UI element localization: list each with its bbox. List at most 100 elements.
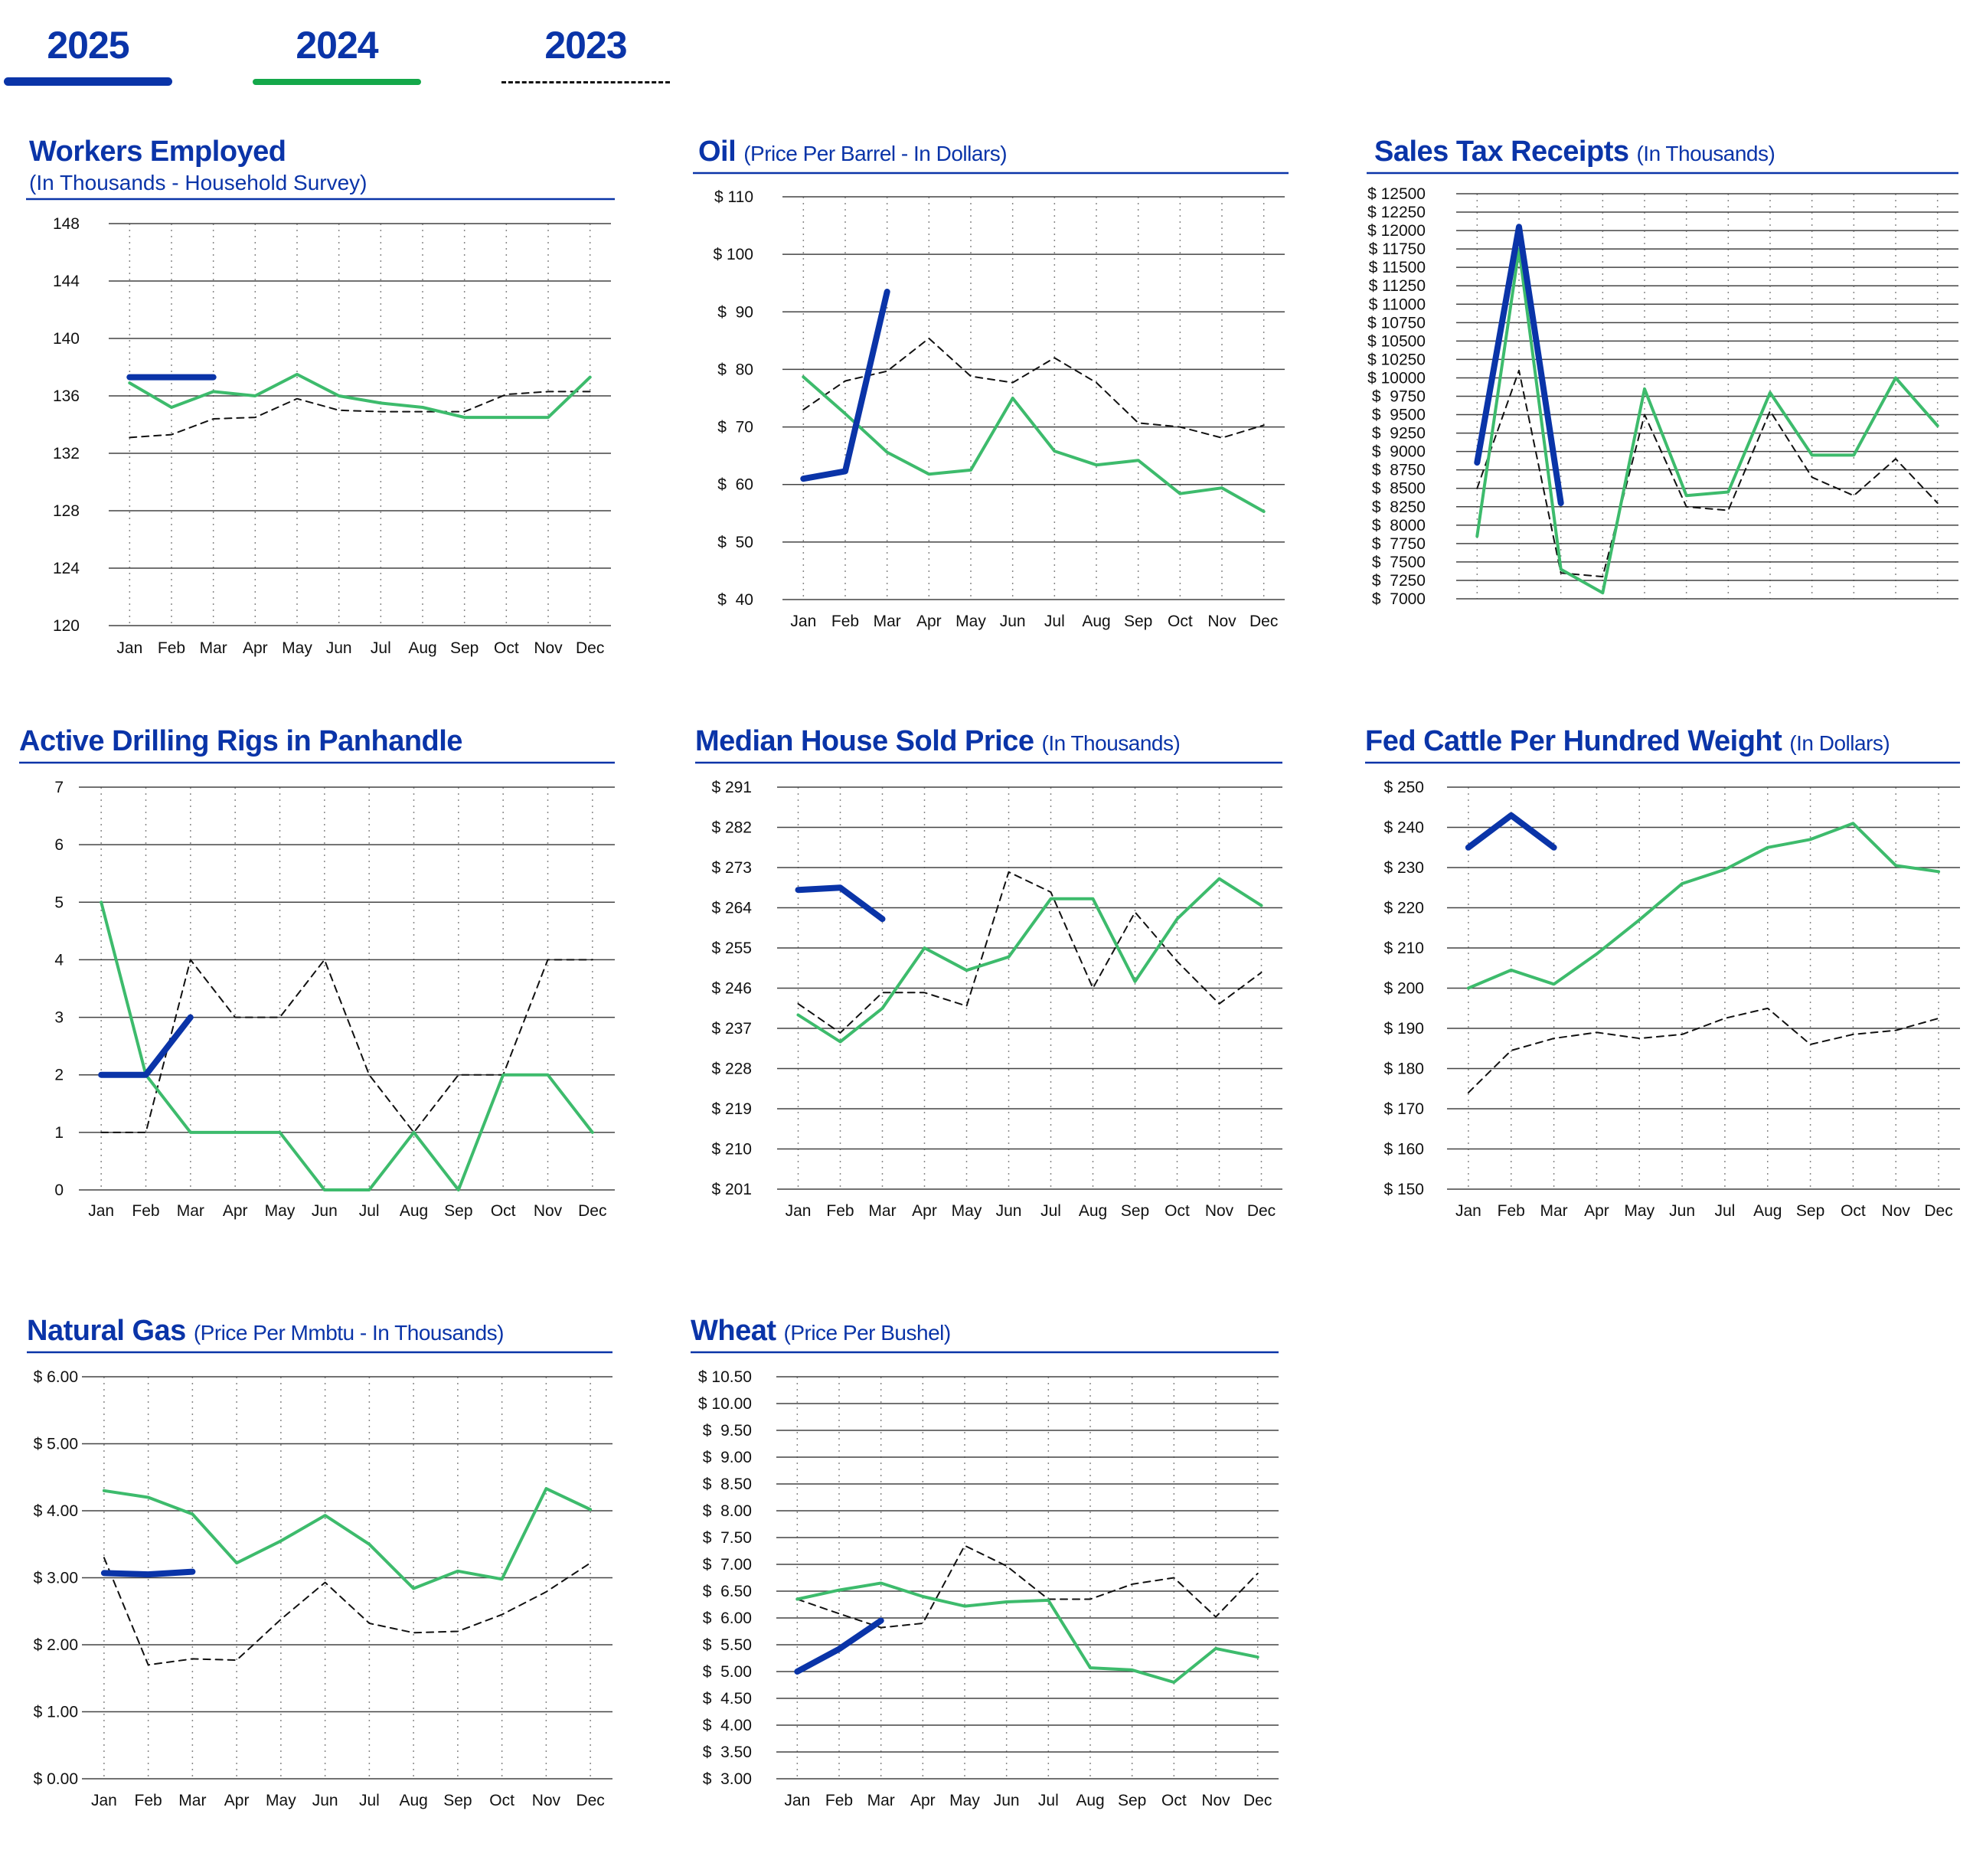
x-tick-label: Nov (1207, 613, 1236, 630)
x-tick-label: Nov (534, 639, 563, 657)
x-tick-label: Aug (1079, 1202, 1107, 1220)
x-tick-label: Apr (223, 1202, 248, 1220)
y-tick-label: $ 9500 (1372, 407, 1426, 424)
y-tick-label: $ 10500 (1367, 332, 1426, 350)
x-tick-label: Oct (1165, 1202, 1190, 1220)
x-tick-label: Sep (443, 1792, 472, 1809)
y-tick-label: $ 219 (711, 1100, 752, 1118)
y-tick-label: $ 282 (711, 819, 752, 837)
chart-svg-salestax: Sales Tax Receipts (In Thousands)$ 12500$… (1367, 136, 1958, 608)
x-tick-label: May (952, 1202, 982, 1220)
x-tick-label: Jul (1040, 1202, 1061, 1220)
y-tick-label: 5 (54, 894, 64, 911)
y-tick-label: $ 10000 (1367, 369, 1426, 387)
y-tick-label: $ 4.00 (34, 1502, 78, 1520)
x-tick-label: Jun (1000, 613, 1026, 630)
series-line-2023 (797, 871, 1263, 1034)
chart-svg-rigs: Active Drilling Rigs in Panhandle 7 6 5 4 3 2 1… (19, 725, 615, 1220)
y-tick-label: 124 (53, 560, 80, 577)
series-line-2023 (1476, 369, 1939, 578)
x-tick-label: Jul (1044, 613, 1065, 630)
chart-subtitle: (In Dollars) (1789, 731, 1890, 755)
y-tick-label: $ 11750 (1369, 240, 1426, 258)
legend-label-2024: 2024 (296, 24, 378, 67)
x-tick-label: May (265, 1202, 296, 1220)
y-tick-label: $ 250 (1383, 779, 1424, 796)
x-tick-label: Jan (786, 1202, 812, 1220)
y-tick-label: 2 (54, 1067, 64, 1084)
y-tick-label: $ 8750 (1372, 462, 1426, 479)
chart-title: Workers Employed (29, 136, 286, 168)
chart-subtitle: (In Thousands - Household Survey) (29, 171, 367, 194)
legend-item-2024: 2024 (253, 23, 421, 92)
y-tick-label: 3 (54, 1009, 64, 1027)
y-tick-label: $ 8250 (1372, 498, 1426, 516)
chart-svg-house: Median House Sold Price (In Thousands) $ 2… (695, 725, 1282, 1220)
series-line-2023 (103, 1557, 592, 1666)
x-tick-label: Jan (784, 1792, 810, 1809)
chart-title-main: Active Drilling Rigs in Panhandle (19, 725, 462, 757)
x-tick-label: Jul (371, 639, 391, 657)
chart-title: Median House Sold Price (In Thousands) (695, 725, 1180, 757)
chart-svg-oil: Oil (Price Per Barrel - In Dollars) $ 110 $… (693, 136, 1289, 630)
chart-rigs: Active Drilling Rigs in Panhandle 7 6 5 4 3 2 1… (0, 704, 674, 1286)
x-tick-label: Mar (868, 1202, 896, 1220)
y-tick-label: $ 12250 (1367, 204, 1426, 221)
y-tick-label: $ 2.00 (34, 1636, 78, 1654)
x-tick-label: Oct (489, 1792, 514, 1809)
chart-title-main: Natural Gas (27, 1315, 186, 1347)
y-tick-label: $ 3.00 (703, 1770, 752, 1788)
x-tick-label: Mar (200, 639, 227, 657)
y-tick-label: $ 5.00 (703, 1663, 752, 1681)
x-tick-label: Apr (912, 1202, 937, 1220)
y-tick-label: $ 8.50 (703, 1476, 752, 1493)
y-tick-label: $ 60 (717, 476, 753, 494)
x-tick-label: Oct (1168, 613, 1193, 630)
y-tick-label: 1 (54, 1124, 64, 1142)
x-tick-label: Sep (1124, 613, 1152, 630)
y-tick-label: $ 7000 (1372, 590, 1426, 608)
x-tick-label: Sep (444, 1202, 472, 1220)
series-line-2024 (100, 900, 594, 1191)
chart-title-main: Workers Employed (29, 136, 286, 168)
chart-title: Fed Cattle Per Hundred Weight (In Dollars… (1365, 725, 1890, 757)
chart-title: Oil (Price Per Barrel - In Dollars) (698, 136, 1007, 168)
x-tick-label: May (266, 1792, 296, 1809)
y-tick-label: $ 200 (1383, 980, 1424, 998)
y-tick-label: $ 50 (717, 534, 753, 551)
x-tick-label: May (955, 613, 986, 630)
x-tick-label: Dec (1924, 1202, 1952, 1220)
chart-title-main: Sales Tax Receipts (1374, 136, 1628, 168)
y-tick-label: $ 237 (711, 1020, 752, 1038)
y-tick-label: $ 7750 (1372, 535, 1426, 553)
x-tick-label: Nov (534, 1202, 563, 1220)
x-tick-label: Nov (1201, 1792, 1230, 1809)
y-tick-label: 0 (54, 1181, 64, 1199)
y-tick-label: $ 9.50 (703, 1422, 752, 1440)
chart-title: Wheat (Price Per Bushel) (691, 1315, 951, 1347)
x-tick-label: Jan (91, 1792, 117, 1809)
x-tick-label: May (949, 1792, 980, 1809)
chart-subtitle: (In Thousands) (1042, 731, 1181, 755)
chart-svg-cattle: Fed Cattle Per Hundred Weight (In Dollars… (1365, 725, 1960, 1220)
y-tick-label: $ 10.50 (698, 1368, 752, 1386)
x-tick-label: Feb (1498, 1202, 1525, 1220)
legend-swatch-2024 (253, 79, 421, 85)
y-tick-label: $ 7.50 (703, 1529, 752, 1547)
y-tick-label: $ 150 (1383, 1181, 1424, 1198)
chart-title: Sales Tax Receipts (In Thousands) (1374, 136, 1775, 168)
series-line-2024 (1475, 247, 1939, 595)
x-tick-label: Jun (326, 639, 352, 657)
y-tick-label: $ 3.00 (34, 1570, 78, 1587)
x-tick-label: Sep (1118, 1792, 1146, 1809)
chart-subtitle: (In Thousands) (1636, 142, 1775, 165)
series-line-2025 (1474, 224, 1564, 506)
y-tick-label: $ 10750 (1367, 314, 1426, 332)
y-tick-label: 120 (53, 617, 80, 635)
y-tick-label: $ 255 (711, 940, 752, 957)
y-tick-label: 148 (53, 215, 80, 233)
x-tick-label: Sep (1796, 1202, 1824, 1220)
x-tick-label: Mar (177, 1202, 204, 1220)
y-tick-label: $ 90 (717, 303, 753, 321)
legend-item-2023: 2023 (501, 23, 670, 92)
